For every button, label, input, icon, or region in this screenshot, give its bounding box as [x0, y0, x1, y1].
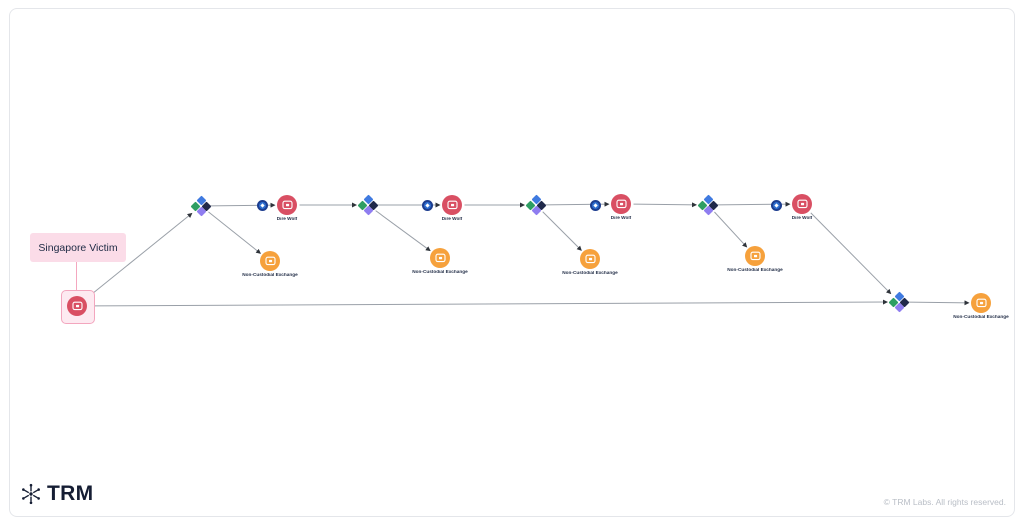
copyright-text: © TRM Labs. All rights reserved.: [883, 497, 1006, 507]
edge-origin-d1: [89, 212, 193, 296]
transaction-dot-icon: [770, 199, 782, 211]
transaction-dot-glyph: [424, 202, 430, 208]
entity-node-non-custodial-exchange[interactable]: Non-Custodial Exchange: [727, 246, 783, 273]
entity-icon: [260, 251, 280, 271]
transaction-dot-icon: [256, 199, 268, 211]
trm-logo-icon: [22, 483, 40, 505]
canvas-panel: [9, 8, 1015, 517]
entity-node-non-custodial-exchange[interactable]: Non-Custodial Exchange: [412, 248, 468, 275]
entity-icon: [971, 293, 991, 313]
entity-glyph-icon: [615, 199, 627, 209]
transaction-dot-glyph: [259, 202, 265, 208]
transaction-group-node[interactable]: [697, 194, 719, 216]
entity-icon: [442, 195, 462, 215]
entity-glyph-icon: [264, 256, 276, 266]
entity-icon: [277, 195, 297, 215]
edge-d3-o3: [542, 211, 582, 251]
node-label: Dire Wolf: [276, 217, 298, 222]
entity-node-non-custodial-exchange[interactable]: Non-Custodial Exchange: [242, 251, 298, 278]
entity-glyph-icon: [749, 251, 761, 261]
transaction-dot-icon: [421, 199, 433, 211]
trm-logo: TRM: [20, 482, 93, 506]
trm-logo-text: TRM: [47, 482, 94, 505]
entity-glyph-icon: [975, 298, 987, 308]
entity-glyph-icon: [71, 301, 83, 311]
transaction-node[interactable]: [256, 199, 268, 211]
entity-node-dire-wolf[interactable]: Dire Wolf: [611, 194, 631, 221]
entity-node-dire-wolf[interactable]: Dire Wolf: [277, 195, 297, 222]
entity-icon: [745, 246, 765, 266]
transaction-node[interactable]: [770, 199, 782, 211]
transaction-node[interactable]: [421, 199, 433, 211]
node-label: Non-Custodial Exchange: [562, 271, 618, 276]
transaction-dot-icon: [589, 199, 601, 211]
transaction-group-node[interactable]: [190, 195, 212, 217]
transaction-group-node[interactable]: [525, 194, 547, 216]
node-label: Dire Wolf: [791, 216, 813, 221]
edge-d2-o2: [375, 210, 431, 252]
entity-glyph-icon: [434, 253, 446, 263]
entity-node-non-custodial-exchange[interactable]: Non-Custodial Exchange: [953, 293, 1009, 320]
edge-d1-o1: [208, 211, 262, 254]
transaction-node[interactable]: [589, 199, 601, 211]
transaction-group-node[interactable]: [357, 194, 379, 216]
entity-node-dire-wolf[interactable]: Dire Wolf: [442, 195, 462, 222]
node-label: Non-Custodial Exchange: [412, 270, 468, 275]
entity-node-dire-wolf[interactable]: Dire Wolf: [792, 194, 812, 221]
node-label: Non-Custodial Exchange: [242, 273, 298, 278]
entity-node-non-custodial-exchange[interactable]: Non-Custodial Exchange: [562, 249, 618, 276]
entity-icon: [67, 296, 87, 316]
entity-glyph-icon: [796, 199, 808, 209]
entity-glyph-icon: [584, 254, 596, 264]
annotation-connector-line: [75, 262, 77, 292]
edge-r5-d5: [810, 212, 892, 295]
edge-r4-d4: [633, 202, 698, 208]
entity-glyph-icon: [446, 200, 458, 210]
transaction-dot-glyph: [592, 202, 598, 208]
entity-icon: [580, 249, 600, 269]
transaction-group-node[interactable]: [888, 291, 910, 313]
edge-d5-o5: [908, 300, 970, 306]
annotation-label: Singapore Victim: [38, 241, 118, 254]
edge-origin-d5: [93, 299, 889, 307]
edge-d4-o4: [714, 211, 748, 248]
entity-node-dire-wolf[interactable]: Dire Wolf: [61, 290, 95, 324]
entity-icon: [430, 248, 450, 268]
node-label: Non-Custodial Exchange: [953, 315, 1009, 320]
entity-icon: [792, 194, 812, 214]
node-label: Dire Wolf: [610, 216, 632, 221]
node-label: Non-Custodial Exchange: [727, 268, 783, 273]
entity-glyph-icon: [281, 200, 293, 210]
node-label: Dire Wolf: [441, 217, 463, 222]
transaction-dot-glyph: [773, 202, 779, 208]
annotation-singapore-victim[interactable]: Singapore Victim: [30, 233, 126, 262]
entity-icon: [611, 194, 631, 214]
